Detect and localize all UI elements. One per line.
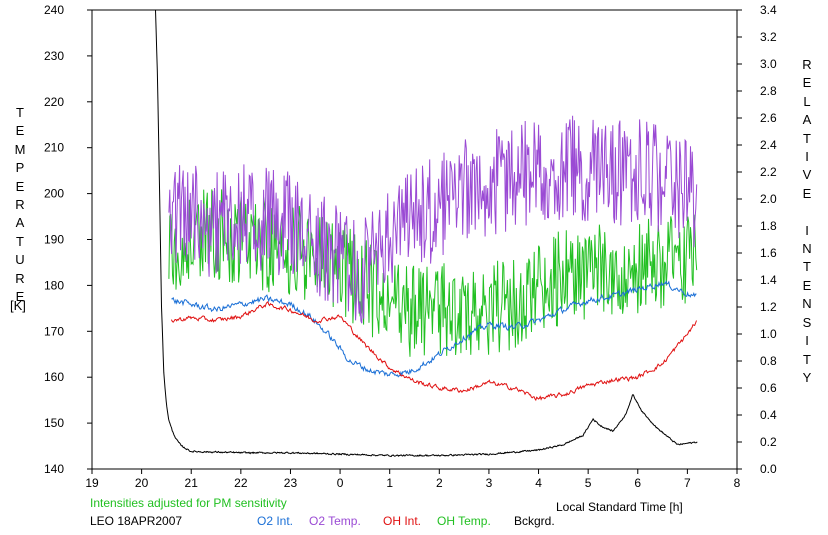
- x-axis-title: Local Standard Time [h]: [556, 500, 683, 514]
- x-tick-label: 3: [486, 476, 493, 490]
- series-line-bckgrd: [155, 9, 698, 458]
- x-tick-label: 19: [85, 476, 99, 490]
- left-tick-label: 230: [44, 49, 64, 63]
- x-tick-label: 5: [585, 476, 592, 490]
- right-tick-label: 3.4: [760, 3, 777, 17]
- left-tick-label: 210: [44, 141, 64, 155]
- right-tick-label: 0.2: [760, 435, 777, 449]
- legend-item-o2-int: O2 Int.: [257, 514, 294, 528]
- x-tick-label: 4: [535, 476, 542, 490]
- right-tick-label: 1.2: [760, 300, 777, 314]
- right-tick-label: 0.8: [760, 354, 777, 368]
- right-tick-label: 3.0: [760, 57, 777, 71]
- right-tick-label: 2.8: [760, 84, 777, 98]
- right-tick-label: 1.0: [760, 327, 777, 341]
- left-tick-label: 160: [44, 370, 64, 384]
- series-line-oh-temp: [168, 189, 698, 357]
- right-tick-label: 2.4: [760, 138, 777, 152]
- sensitivity-note: Intensities adjusted for PM sensitivity: [90, 496, 287, 510]
- x-tick-label: 1: [386, 476, 393, 490]
- left-tick-label: 200: [44, 187, 64, 201]
- x-tick-label: 23: [284, 476, 298, 490]
- left-tick-label: 180: [44, 278, 64, 292]
- x-tick-label: 20: [135, 476, 149, 490]
- right-tick-label: 0.4: [760, 408, 777, 422]
- station-label: LEO 18APR2007: [90, 514, 183, 528]
- series-line-o2-int: [171, 280, 697, 378]
- right-tick-label: 1.8: [760, 219, 777, 233]
- right-tick-label: 2.2: [760, 165, 777, 179]
- x-tick-label: 0: [337, 476, 344, 490]
- plot-lines: [155, 9, 698, 458]
- x-tick-label: 22: [234, 476, 248, 490]
- left-tick-label: 170: [44, 324, 64, 338]
- x-tick-label: 7: [684, 476, 691, 490]
- left-tick-label: 140: [44, 462, 64, 476]
- x-tick-label: 6: [634, 476, 641, 490]
- series-line-oh-int: [170, 301, 697, 402]
- legend: LEO 18APR2007 O2 Int. O2 Temp. OH Int. O…: [0, 514, 828, 532]
- legend-item-oh-temp: OH Temp.: [437, 514, 491, 528]
- legend-item-o2-temp: O2 Temp.: [309, 514, 361, 528]
- x-tick-label: 2: [436, 476, 443, 490]
- right-tick-label: 3.2: [760, 30, 777, 44]
- left-tick-label: 190: [44, 233, 64, 247]
- left-axis-unit: [K]: [10, 298, 26, 313]
- right-tick-label: 2.0: [760, 192, 777, 206]
- x-tick-label: 21: [185, 476, 199, 490]
- right-tick-label: 0.0: [760, 462, 777, 476]
- left-axis-title: T E M P E R A T U R E: [14, 105, 26, 305]
- left-tick-label: 240: [44, 3, 64, 17]
- right-tick-label: 1.4: [760, 273, 777, 287]
- left-tick-label: 150: [44, 416, 64, 430]
- right-tick-label: 0.6: [760, 381, 777, 395]
- x-tick-label: 8: [734, 476, 741, 490]
- right-axis-title: R E L A T I V E I N T E N S I T Y: [802, 57, 812, 385]
- right-tick-label: 1.6: [760, 246, 777, 260]
- left-tick-label: 220: [44, 95, 64, 109]
- axis-ticks: 19 20 21 22 23 0 1 2 3 4 5 6 7 8140150160170180190200…: [44, 3, 777, 490]
- legend-item-oh-int: OH Int.: [383, 514, 422, 528]
- series-line-o2-temp: [168, 115, 698, 324]
- right-tick-label: 2.6: [760, 111, 777, 125]
- legend-item-bckgrd: Bckgrd.: [514, 514, 555, 528]
